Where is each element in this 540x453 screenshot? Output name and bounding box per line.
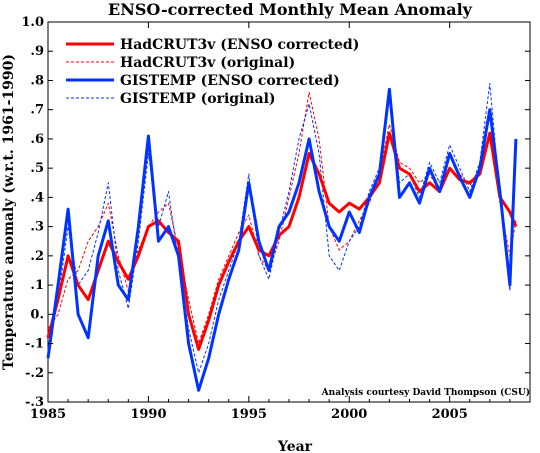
x-axis: 1985 1990 1995 2000 2005: [30, 22, 531, 422]
annotation: Analysis courtesy David Thompson (CSU): [321, 387, 530, 398]
x-tick-label: 1990: [130, 407, 166, 422]
y-tick-label: -.2: [25, 366, 44, 381]
legend-label: HadCRUT3v (original): [120, 55, 295, 71]
series-line-2: [46, 87, 518, 392]
y-axis-title: Temperature anomaly (w.r.t. 1961-1990): [1, 54, 17, 370]
chart-title: ENSO-corrected Monthly Mean Anomaly: [108, 0, 473, 19]
x-tick-label: 1985: [30, 407, 66, 422]
y-tick-label: .1: [30, 278, 44, 293]
y-tick-label: .8: [30, 73, 44, 88]
legend-label: HadCRUT3v (ENSO corrected): [120, 37, 359, 53]
y-tick-label: .6: [30, 132, 44, 147]
x-tick-label: 2000: [331, 407, 367, 422]
y-tick-label: .7: [30, 103, 44, 118]
plot-area: [46, 21, 531, 403]
y-tick-label: .3: [30, 220, 44, 235]
series-line-3: [47, 82, 517, 374]
legend-label: GISTEMP (ENSO corrected): [120, 73, 340, 89]
y-tick-label: .4: [30, 190, 44, 205]
y-tick-label: -.3: [25, 395, 44, 410]
x-tick-label: 2005: [432, 407, 468, 422]
y-axis: -.3 -.2 -.1 0. .1 .2 .3 .4 .5 .6 .7 .8 .9 1.0: [21, 15, 530, 410]
x-tick-label: 1995: [231, 407, 267, 422]
y-tick-label: .9: [30, 44, 44, 59]
legend: HadCRUT3v (ENSO corrected) HadCRUT3v (ori…: [66, 37, 359, 107]
y-tick-label: .5: [30, 161, 44, 176]
y-tick-label: 0.: [30, 307, 44, 322]
x-axis-title: Year: [277, 439, 313, 453]
y-tick-label: -.1: [25, 337, 44, 352]
legend-label: GISTEMP (original): [120, 91, 276, 107]
y-tick-label: .2: [30, 249, 44, 264]
y-tick-label: 1.0: [21, 15, 44, 30]
